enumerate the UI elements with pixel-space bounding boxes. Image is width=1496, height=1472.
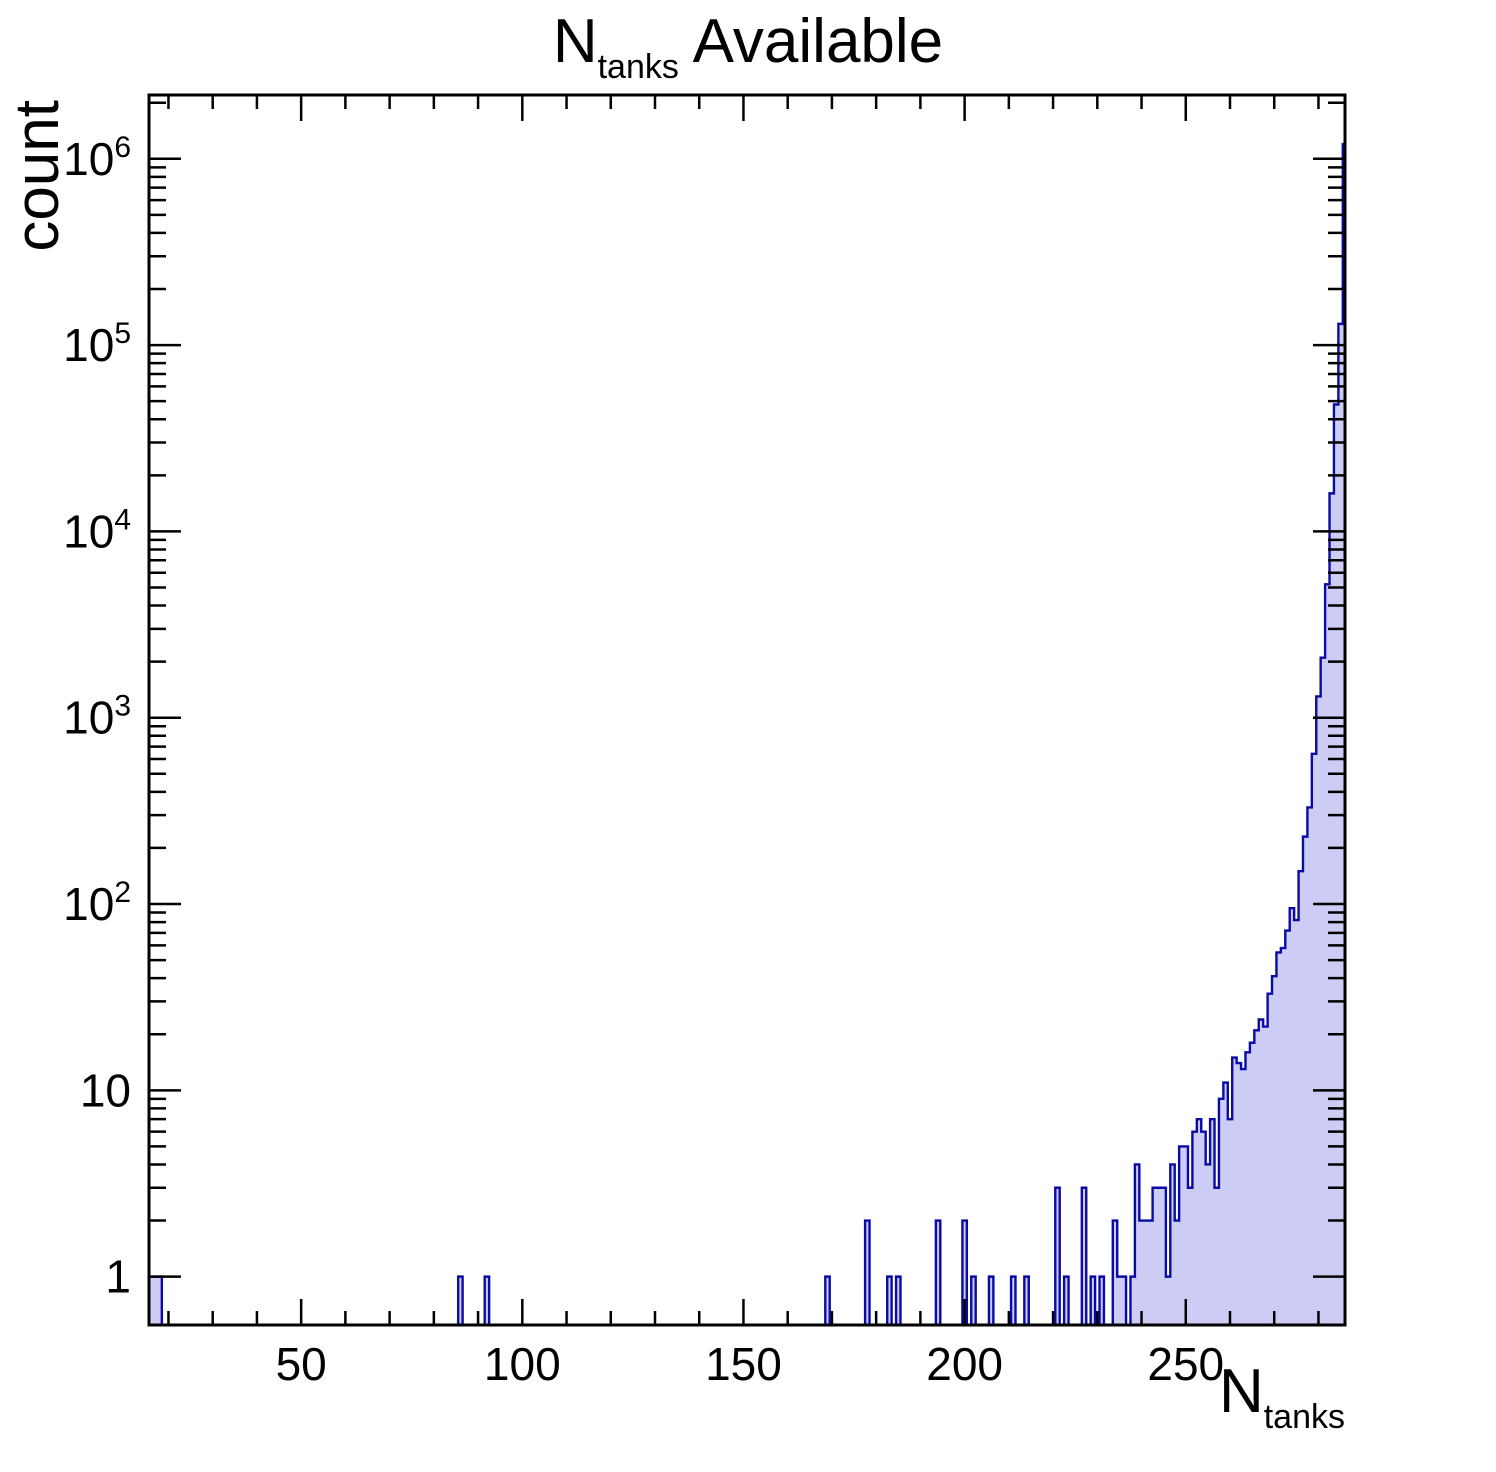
- axis-tick-labels: 50 100 150 200 250 1 10 102 103 104 105 106: [63, 131, 1224, 1390]
- plot-frame: [147, 93, 1347, 1327]
- y-tick-label: 10: [80, 1064, 131, 1116]
- axis-ticks: [149, 95, 1345, 1325]
- x-tick-label: 250: [1147, 1338, 1224, 1390]
- y-tick-label: 104: [63, 503, 131, 557]
- axis-frame: [147, 93, 1347, 1327]
- y-tick-label: 106: [63, 131, 131, 185]
- x-axis-label: Ntanks: [1219, 1357, 1345, 1436]
- histogram-fill: [149, 144, 1345, 1325]
- x-tick-label: 200: [926, 1338, 1003, 1390]
- y-tick-label: 102: [63, 876, 131, 930]
- y-tick-label: 105: [63, 317, 131, 371]
- x-tick-label: 50: [276, 1338, 327, 1390]
- y-tick-label: 103: [63, 690, 131, 744]
- y-axis-label: count: [3, 100, 72, 252]
- chart-title: Ntanks Available: [553, 7, 943, 86]
- y-tick-label: 1: [105, 1251, 131, 1303]
- x-tick-label: 150: [705, 1338, 782, 1390]
- x-tick-label: 100: [484, 1338, 561, 1390]
